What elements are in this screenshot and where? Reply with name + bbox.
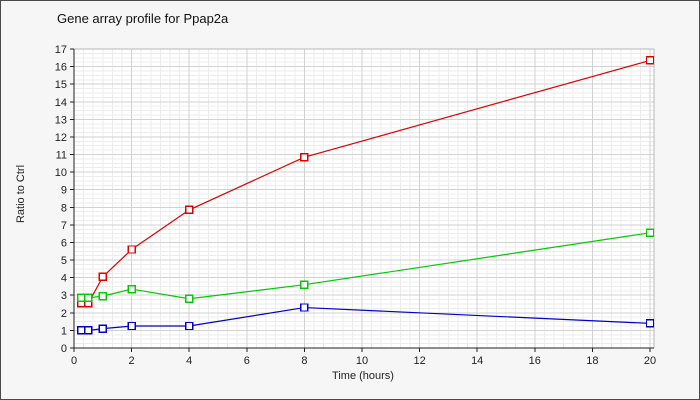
y-tick-label: 14 bbox=[55, 97, 67, 109]
series-green-marker bbox=[300, 280, 309, 289]
y-tick-label: 11 bbox=[56, 150, 67, 162]
series-green-marker bbox=[184, 294, 194, 303]
y-tick-label: 2 bbox=[61, 308, 67, 320]
series-blue-marker bbox=[98, 324, 108, 333]
x-tick-label: 10 bbox=[356, 355, 368, 367]
y-tick-label: 7 bbox=[61, 220, 67, 232]
y-tick-label: 17 bbox=[55, 44, 67, 56]
y-tick-label: 5 bbox=[61, 255, 67, 267]
x-tick-label: 2 bbox=[129, 355, 135, 367]
series-red-marker bbox=[98, 272, 108, 281]
y-tick-label: 10 bbox=[55, 167, 67, 179]
series-blue-marker bbox=[84, 326, 93, 335]
y-tick-label: 9 bbox=[61, 185, 67, 197]
y-tick-label: 12 bbox=[55, 132, 67, 144]
y-tick-label: 8 bbox=[61, 202, 67, 214]
y-tick-label: 4 bbox=[61, 273, 67, 285]
series-blue-marker bbox=[127, 321, 136, 331]
series-blue-marker bbox=[300, 303, 309, 312]
series-green-marker bbox=[645, 228, 655, 237]
x-tick-label: 8 bbox=[301, 355, 307, 367]
series-red-marker bbox=[645, 56, 655, 65]
x-tick-label: 20 bbox=[644, 355, 656, 367]
series-red-marker bbox=[184, 205, 194, 215]
series-green-marker bbox=[127, 284, 136, 294]
y-tick-label: 6 bbox=[61, 237, 67, 249]
x-tick-label: 12 bbox=[413, 355, 425, 367]
series-red-marker bbox=[127, 245, 136, 254]
x-axis-title: Time (hours) bbox=[332, 370, 394, 382]
series-red-marker bbox=[300, 152, 309, 162]
y-tick-label: 1 bbox=[61, 325, 67, 337]
x-tick-label: 0 bbox=[71, 355, 77, 367]
y-tick-label: 16 bbox=[55, 62, 67, 74]
x-tick-label: 18 bbox=[586, 355, 598, 367]
series-green-marker bbox=[76, 293, 86, 303]
series-blue-marker bbox=[76, 326, 86, 335]
x-tick-label: 4 bbox=[186, 355, 192, 367]
y-tick-label: 13 bbox=[55, 114, 67, 126]
y-tick-label: 15 bbox=[55, 79, 67, 91]
series-blue-marker bbox=[645, 319, 655, 328]
y-tick-label: 0 bbox=[61, 343, 67, 355]
series-green-marker bbox=[98, 291, 108, 301]
series-blue-marker bbox=[184, 321, 194, 331]
y-tick-label: 3 bbox=[61, 290, 67, 302]
x-tick-label: 16 bbox=[529, 355, 541, 367]
x-tick-label: 6 bbox=[244, 355, 250, 367]
series-green-marker bbox=[84, 293, 93, 303]
x-tick-label: 14 bbox=[471, 355, 483, 367]
chart-title: Gene array profile for Ppap2a bbox=[57, 11, 229, 26]
